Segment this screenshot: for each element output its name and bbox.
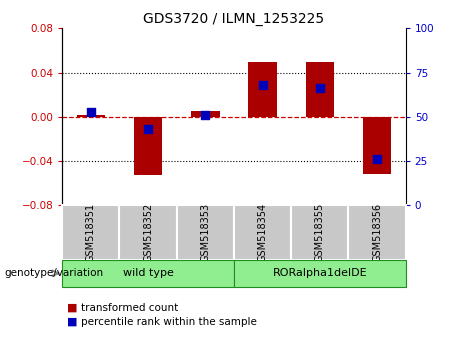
FancyBboxPatch shape: [62, 205, 119, 260]
FancyBboxPatch shape: [234, 205, 291, 260]
Bar: [191, 111, 219, 117]
Point: [373, 156, 381, 162]
Point: [316, 85, 324, 91]
Text: genotype/variation: genotype/variation: [5, 268, 104, 278]
Point: [87, 109, 95, 114]
FancyBboxPatch shape: [177, 205, 234, 260]
Text: GSM518351: GSM518351: [86, 203, 96, 262]
Point: [201, 112, 209, 118]
Text: ■: ■: [67, 317, 77, 327]
Bar: [134, 117, 162, 176]
FancyBboxPatch shape: [234, 260, 406, 287]
Text: wild type: wild type: [123, 268, 173, 279]
Text: RORalpha1delDE: RORalpha1delDE: [272, 268, 367, 279]
Text: ■: ■: [67, 303, 77, 313]
Text: GSM518354: GSM518354: [258, 203, 267, 262]
Bar: [363, 117, 391, 175]
Text: percentile rank within the sample: percentile rank within the sample: [81, 317, 257, 327]
FancyBboxPatch shape: [291, 205, 349, 260]
Text: GSM518355: GSM518355: [315, 203, 325, 262]
Text: GSM518352: GSM518352: [143, 203, 153, 262]
Text: GSM518356: GSM518356: [372, 203, 382, 262]
Point: [259, 82, 266, 88]
FancyBboxPatch shape: [119, 205, 177, 260]
Text: GSM518353: GSM518353: [201, 203, 210, 262]
Text: transformed count: transformed count: [81, 303, 178, 313]
Bar: [248, 62, 277, 117]
Point: [144, 126, 152, 132]
FancyBboxPatch shape: [62, 260, 234, 287]
FancyBboxPatch shape: [349, 205, 406, 260]
Bar: [77, 115, 105, 117]
Title: GDS3720 / ILMN_1253225: GDS3720 / ILMN_1253225: [143, 12, 325, 26]
Bar: [306, 62, 334, 117]
